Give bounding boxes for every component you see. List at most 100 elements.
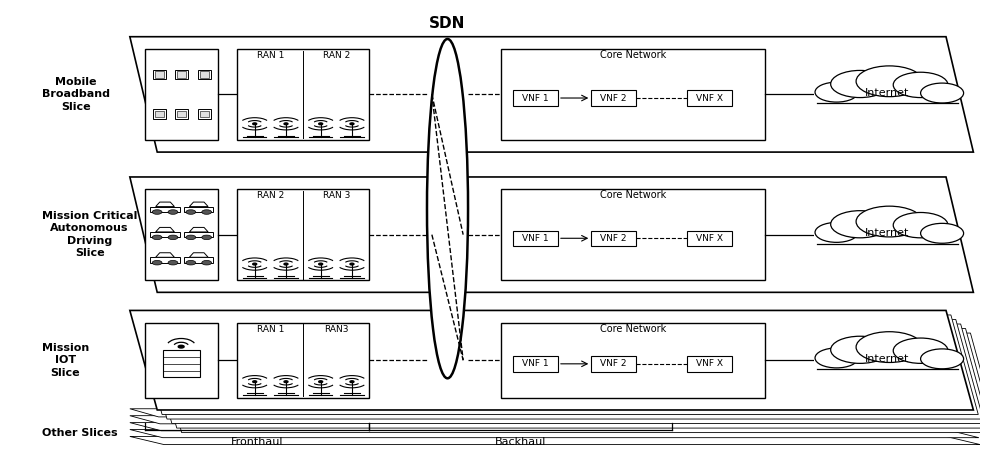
Text: Other Slices: Other Slices	[42, 428, 118, 437]
Polygon shape	[130, 416, 976, 424]
Bar	[591, 230, 636, 246]
Circle shape	[186, 235, 196, 240]
Circle shape	[168, 235, 178, 240]
Circle shape	[284, 381, 288, 382]
Polygon shape	[130, 430, 979, 438]
Bar	[162, 350, 200, 377]
Circle shape	[168, 210, 178, 214]
Text: Core Network: Core Network	[600, 324, 666, 334]
Bar	[199, 109, 211, 119]
Bar	[591, 90, 636, 106]
Circle shape	[253, 263, 257, 265]
Bar	[201, 71, 209, 78]
Text: VNF X: VNF X	[696, 93, 723, 103]
Circle shape	[350, 123, 354, 125]
Bar	[152, 70, 165, 80]
Circle shape	[894, 213, 948, 238]
Bar	[687, 90, 732, 106]
Circle shape	[856, 206, 923, 237]
Circle shape	[152, 210, 162, 214]
Text: VNF 2: VNF 2	[601, 234, 627, 243]
Bar	[687, 230, 732, 246]
Text: VNF X: VNF X	[696, 234, 723, 243]
Polygon shape	[130, 37, 973, 152]
Text: RAN3: RAN3	[324, 325, 349, 334]
Polygon shape	[155, 202, 174, 207]
Bar	[175, 109, 188, 119]
Bar	[501, 190, 765, 280]
Bar	[501, 49, 765, 140]
Circle shape	[815, 223, 858, 242]
Polygon shape	[135, 315, 978, 414]
Text: VNF 1: VNF 1	[522, 234, 549, 243]
Circle shape	[894, 338, 948, 363]
Circle shape	[350, 381, 354, 382]
Bar	[687, 356, 732, 371]
Text: Core Network: Core Network	[600, 50, 666, 60]
Polygon shape	[155, 253, 174, 257]
Text: Core Network: Core Network	[600, 190, 666, 200]
Bar	[150, 257, 180, 263]
Text: Fronthaul: Fronthaul	[231, 436, 283, 447]
Circle shape	[253, 381, 257, 382]
Polygon shape	[145, 324, 983, 424]
Polygon shape	[130, 436, 980, 445]
Polygon shape	[190, 202, 208, 207]
Text: Backhaul: Backhaul	[495, 436, 547, 447]
Bar	[814, 229, 958, 245]
Text: RAN 2: RAN 2	[257, 191, 284, 200]
Circle shape	[350, 263, 354, 265]
Circle shape	[815, 348, 858, 368]
Text: Mission Critical
Autonomous
Driving
Slice: Mission Critical Autonomous Driving Slic…	[42, 211, 138, 258]
Polygon shape	[190, 228, 208, 232]
Circle shape	[921, 83, 963, 103]
Polygon shape	[140, 320, 983, 419]
Bar	[184, 207, 213, 212]
Bar	[150, 232, 180, 237]
Text: RAN 1: RAN 1	[257, 325, 284, 334]
Polygon shape	[130, 423, 977, 431]
Text: Mission
IOT
Slice: Mission IOT Slice	[42, 343, 89, 377]
Bar	[237, 323, 370, 398]
Bar	[177, 71, 186, 78]
Circle shape	[284, 263, 288, 265]
Bar	[145, 190, 218, 280]
Bar	[175, 70, 188, 80]
Polygon shape	[130, 177, 973, 292]
Circle shape	[186, 261, 196, 265]
Circle shape	[856, 332, 923, 362]
Text: VNF 2: VNF 2	[601, 93, 627, 103]
Bar	[177, 111, 186, 117]
Circle shape	[202, 261, 211, 265]
Bar	[513, 230, 558, 246]
Bar	[199, 70, 211, 80]
Bar	[145, 323, 218, 398]
Circle shape	[921, 224, 963, 243]
Bar	[154, 111, 163, 117]
Text: RAN 3: RAN 3	[322, 191, 350, 200]
Circle shape	[318, 381, 322, 382]
Circle shape	[186, 210, 196, 214]
Text: RAN 1: RAN 1	[257, 51, 284, 60]
Circle shape	[815, 82, 858, 102]
Bar	[184, 257, 213, 263]
Circle shape	[831, 71, 890, 98]
Polygon shape	[154, 333, 983, 433]
Polygon shape	[130, 409, 975, 417]
Circle shape	[856, 66, 923, 97]
Polygon shape	[130, 311, 973, 410]
Bar	[237, 190, 370, 280]
Circle shape	[921, 349, 963, 369]
Bar	[152, 109, 165, 119]
Polygon shape	[149, 328, 983, 428]
Circle shape	[831, 211, 890, 238]
Circle shape	[202, 235, 211, 240]
Bar	[237, 49, 370, 140]
Text: RAN 2: RAN 2	[322, 51, 350, 60]
Circle shape	[178, 345, 184, 348]
Bar	[513, 356, 558, 371]
Text: Internet: Internet	[865, 354, 909, 364]
Text: Internet: Internet	[865, 88, 909, 98]
Bar	[201, 111, 209, 117]
Bar	[814, 88, 958, 105]
